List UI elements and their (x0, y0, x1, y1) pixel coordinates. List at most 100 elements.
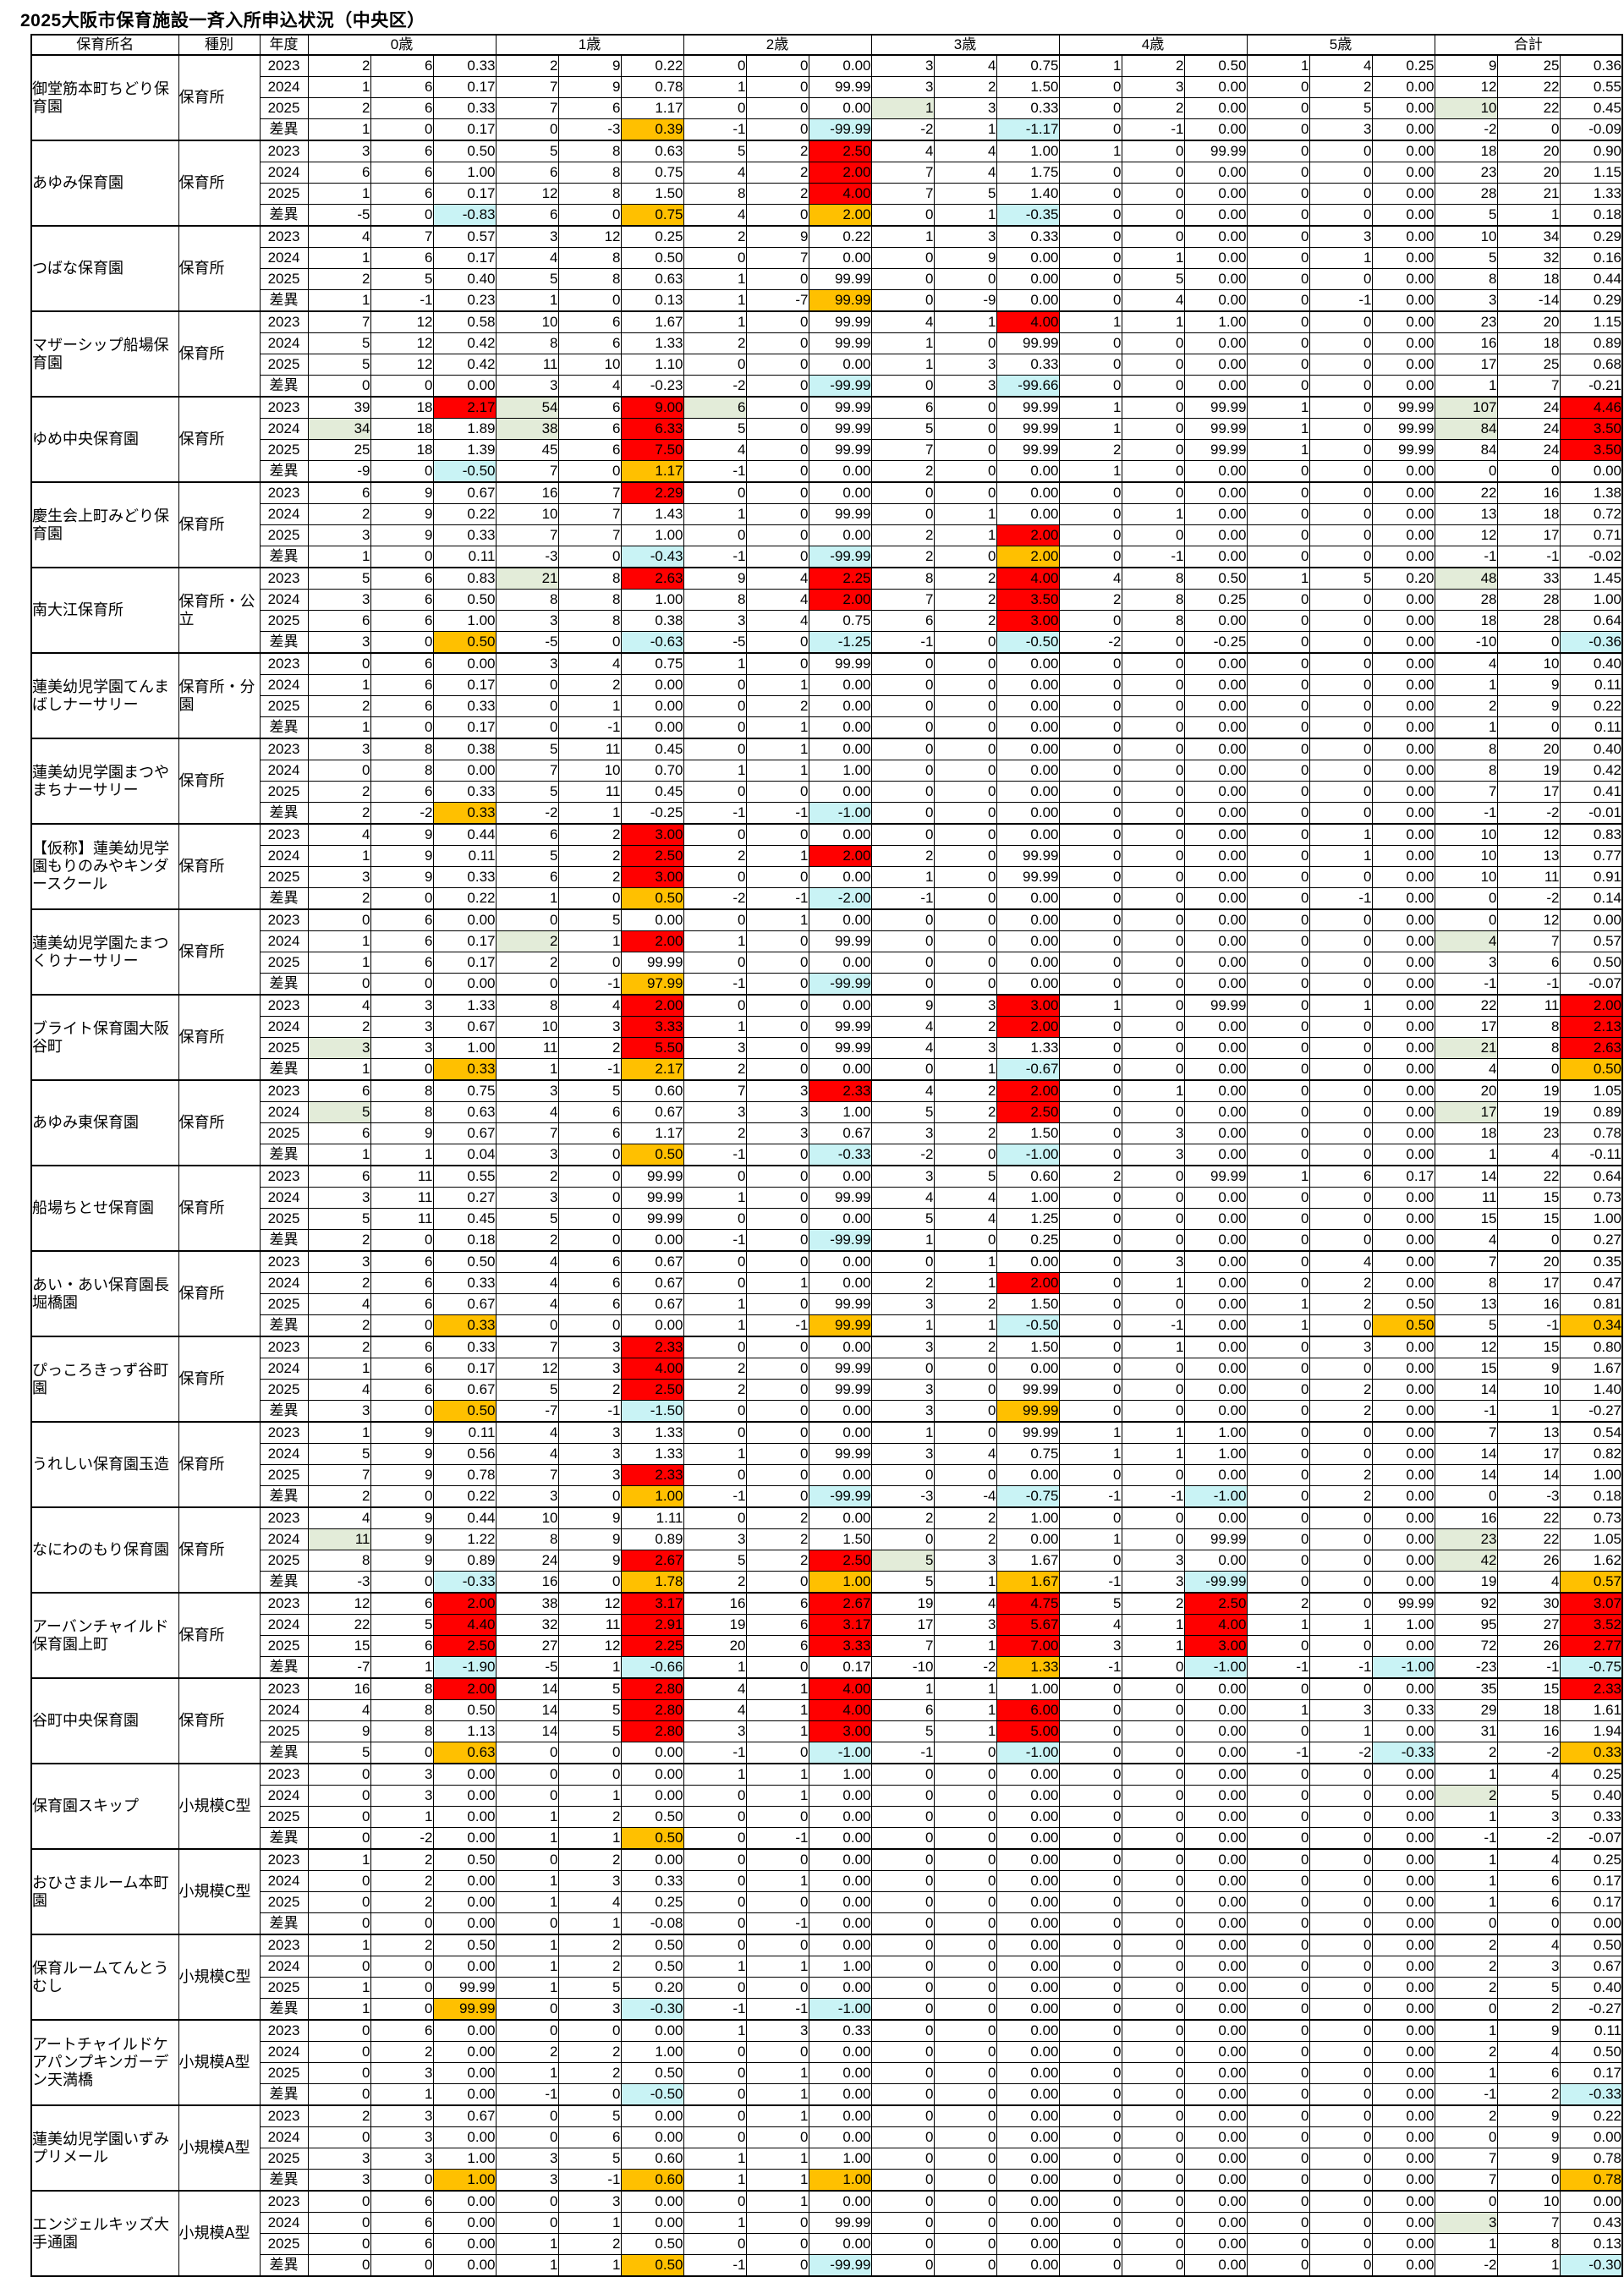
cell-total-applicants: 5 (1434, 246, 1498, 270)
cell-age4-applicants: 0 (1058, 802, 1122, 825)
cell-age1-capacity: 5 (557, 1720, 622, 1743)
year-label: 2025 (259, 1890, 309, 1914)
cell-age1-ratio: -0.30 (620, 1998, 684, 2021)
table-row: 差異 1 1 0.04 3 0 0.50 -1 0 -0.33 -2 0 -1.00 0 3 0.00 0 0 0.… (31, 1144, 1623, 1166)
cell-age0-applicants: 16 (307, 1676, 371, 1700)
cell-age5-applicants: 0 (1246, 1571, 1310, 1594)
cell-total-capacity: 26 (1496, 1549, 1561, 1572)
cell-age4-capacity: 8 (1121, 566, 1185, 590)
cell-age0-applicants: 34 (307, 417, 371, 441)
cell-age2-capacity: 2 (745, 161, 809, 184)
cell-age1-applicants: 14 (495, 1676, 559, 1700)
cell-age1-ratio: 0.50 (620, 2254, 684, 2277)
cell-age2-capacity: 0 (745, 1207, 809, 1231)
cell-age1-ratio: 1.00 (620, 588, 684, 612)
cell-total-applicants: 10 (1434, 224, 1498, 248)
cell-total-capacity: 21 (1496, 182, 1561, 206)
cell-age3-capacity: 0 (933, 1762, 997, 1786)
facility-type: 保育所 (178, 310, 261, 398)
cell-age3-applicants: 0 (870, 780, 935, 804)
cell-age0-capacity: 9 (370, 1549, 434, 1572)
cell-age5-ratio: 0.00 (1371, 1078, 1435, 1102)
cell-age4-ratio: 0.00 (1183, 1100, 1248, 1124)
cell-age5-applicants: 0 (1246, 1720, 1310, 1743)
cell-age5-ratio: 0.00 (1371, 161, 1435, 184)
diff-label: 差異 (259, 973, 309, 996)
cell-age3-capacity: 2 (933, 566, 997, 590)
facility-name: うれしい保育園玉造 (30, 1421, 179, 1508)
cell-age3-ratio: 0.00 (996, 2040, 1060, 2064)
cell-age2-ratio: 0.00 (808, 2061, 872, 2085)
cell-age0-capacity: 0 (370, 1912, 434, 1935)
cell-age3-ratio: 99.99 (996, 865, 1060, 889)
cell-age0-capacity: 0 (370, 1058, 434, 1081)
cell-age0-applicants: 2 (307, 1229, 371, 1252)
cell-age4-applicants: 0 (1058, 1400, 1122, 1423)
cell-age0-applicants: 0 (307, 2232, 371, 2256)
cell-age0-applicants: 0 (307, 2211, 371, 2235)
cell-age1-ratio: 3.33 (620, 1015, 684, 1039)
cell-age1-ratio: 0.70 (620, 759, 684, 782)
cell-age2-capacity: 3 (745, 1122, 809, 1145)
cell-age2-capacity: 1 (745, 1955, 809, 1978)
cell-age3-ratio: 1.00 (996, 1186, 1060, 1210)
cell-age2-ratio: 0.67 (808, 1122, 872, 1145)
cell-age3-applicants: 3 (870, 1292, 935, 1316)
cell-age0-applicants: 0 (307, 2018, 371, 2042)
cell-age4-capacity: 8 (1121, 609, 1185, 633)
cell-age0-capacity: 18 (370, 438, 434, 462)
cell-total-ratio: 0.40 (1559, 651, 1623, 675)
cell-total-capacity: 1 (1496, 1400, 1561, 1423)
cell-age5-capacity: 0 (1309, 2254, 1373, 2277)
cell-total-capacity: 22 (1496, 1528, 1561, 1551)
cell-age0-capacity: 9 (370, 1506, 434, 1529)
cell-age5-ratio: 0.00 (1371, 546, 1435, 568)
table-row: エンジェルキッズ大手通園 小規模A型 2023 0 6 0.00 0 3 0.00 0 1 0.00 0… (30, 2189, 1623, 2277)
cell-age4-applicants: 0 (1058, 1036, 1122, 1060)
cell-age2-applicants: 1 (683, 310, 747, 333)
cell-age5-applicants: 0 (1246, 1528, 1310, 1551)
cell-total-applicants: 84 (1434, 438, 1498, 462)
cell-age2-ratio: 3.00 (808, 1720, 872, 1743)
cell-age1-applicants: 10 (495, 310, 559, 333)
cell-total-capacity: -1 (1496, 546, 1561, 568)
cell-age1-applicants: 1 (495, 2061, 559, 2085)
cell-age1-ratio: 97.99 (620, 973, 684, 996)
cell-age0-capacity: 6 (370, 75, 434, 99)
cell-age2-ratio: 0.00 (808, 2104, 872, 2127)
cell-age2-capacity: 1 (745, 2083, 809, 2106)
cell-age1-applicants: 1 (495, 1827, 559, 1850)
cell-age5-applicants: 0 (1246, 631, 1310, 654)
cell-age4-applicants: 0 (1058, 2189, 1122, 2213)
year-label: 2023 (259, 1078, 309, 1102)
cell-age3-capacity: 1 (933, 1249, 997, 1273)
diff-label: 差異 (259, 204, 309, 227)
cell-age5-applicants: 0 (1246, 1078, 1310, 1102)
cell-age3-ratio: 0.00 (996, 2254, 1060, 2277)
cell-total-applicants: 0 (1434, 2189, 1498, 2213)
cell-total-ratio: 2.00 (1559, 993, 1623, 1017)
cell-age1-capacity: 9 (557, 1528, 622, 1551)
cell-age4-ratio: 0.00 (1183, 289, 1248, 312)
cell-age4-ratio: 0.00 (1183, 1249, 1248, 1273)
facility-name: 蓮美幼児学園てんまばしナーサリー (30, 652, 179, 739)
cell-age4-capacity: 0 (1121, 1528, 1185, 1551)
cell-age5-ratio: 0.00 (1371, 1100, 1435, 1124)
cell-age3-applicants: 0 (870, 2126, 935, 2149)
cell-age2-capacity: 0 (745, 118, 809, 141)
header-group-4: 4歳 (1058, 34, 1248, 56)
cell-age2-capacity: 1 (745, 1698, 809, 1722)
cell-age1-applicants: -1 (495, 2083, 559, 2106)
cell-age4-applicants: 0 (1058, 716, 1122, 739)
cell-age5-capacity: 0 (1309, 204, 1373, 227)
cell-age3-ratio: 0.00 (996, 673, 1060, 697)
cell-age0-capacity: 0 (370, 204, 434, 227)
cell-age0-ratio: 2.00 (432, 1676, 497, 1700)
cell-age4-capacity: 0 (1121, 1506, 1185, 1529)
cell-age2-applicants: 0 (683, 2126, 747, 2149)
cell-age5-ratio: 0.00 (1371, 224, 1435, 248)
table-row: 2025 4 6 0.67 4 6 0.67 1 0 99.99 3 2 1.50 0 0 0.00 1 2 0.5… (31, 1292, 1623, 1316)
table-row: おひさまルーム本町園 小規模C型 2023 1 2 0.50 0 2 0.00 0 0 0.00 0 0 0… (30, 1847, 1623, 1935)
cell-total-ratio: 1.15 (1559, 310, 1623, 333)
cell-age5-applicants: 0 (1246, 1784, 1310, 1808)
